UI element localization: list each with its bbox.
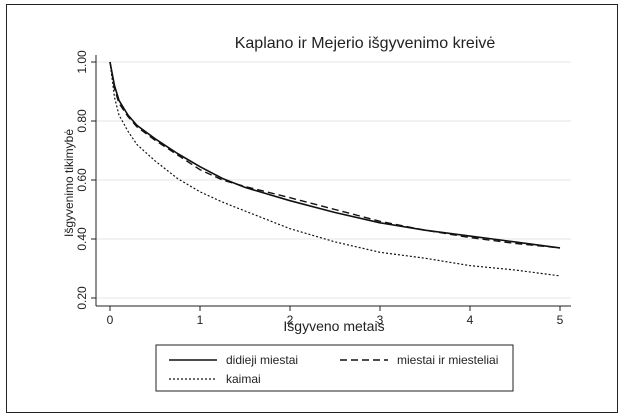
series-line-kaimai xyxy=(109,61,561,277)
series-lines xyxy=(109,61,561,277)
series-line-miestai-ir-miesteliai xyxy=(109,61,561,249)
legend-box xyxy=(155,344,514,392)
y-tick-label: 0.40 xyxy=(75,227,89,251)
y-axis-label: Išgyvenimo tikimybė xyxy=(62,129,76,237)
legend-label: kaimai xyxy=(226,372,261,386)
x-axis-label: Išgyveno metais xyxy=(283,318,384,334)
legend-label: didieji miestai xyxy=(226,353,298,367)
x-tick-label: 4 xyxy=(467,313,474,327)
axes xyxy=(91,55,571,311)
legend: didieji miestai miestai ir miesteliai kaim… xyxy=(155,344,514,392)
y-tick-label: 1.00 xyxy=(75,50,89,74)
tick-labels: 0.20 0.40 0.60 0.80 1.00 0 1 2 3 4 5 xyxy=(75,50,564,327)
x-tick-label: 3 xyxy=(377,313,384,327)
legend-label: miestai ir miesteliai xyxy=(397,353,498,367)
y-tick-label: 0.20 xyxy=(75,286,89,310)
x-tick-label: 0 xyxy=(107,313,114,327)
x-tick-label: 1 xyxy=(197,313,204,327)
x-tick-label: 5 xyxy=(557,313,564,327)
x-tick-label: 2 xyxy=(287,313,294,327)
chart-title: Kaplano ir Mejerio išgyvenimo kreivė xyxy=(235,35,496,52)
y-tick-label: 0.80 xyxy=(75,109,89,133)
y-tick-label: 0.60 xyxy=(75,168,89,192)
